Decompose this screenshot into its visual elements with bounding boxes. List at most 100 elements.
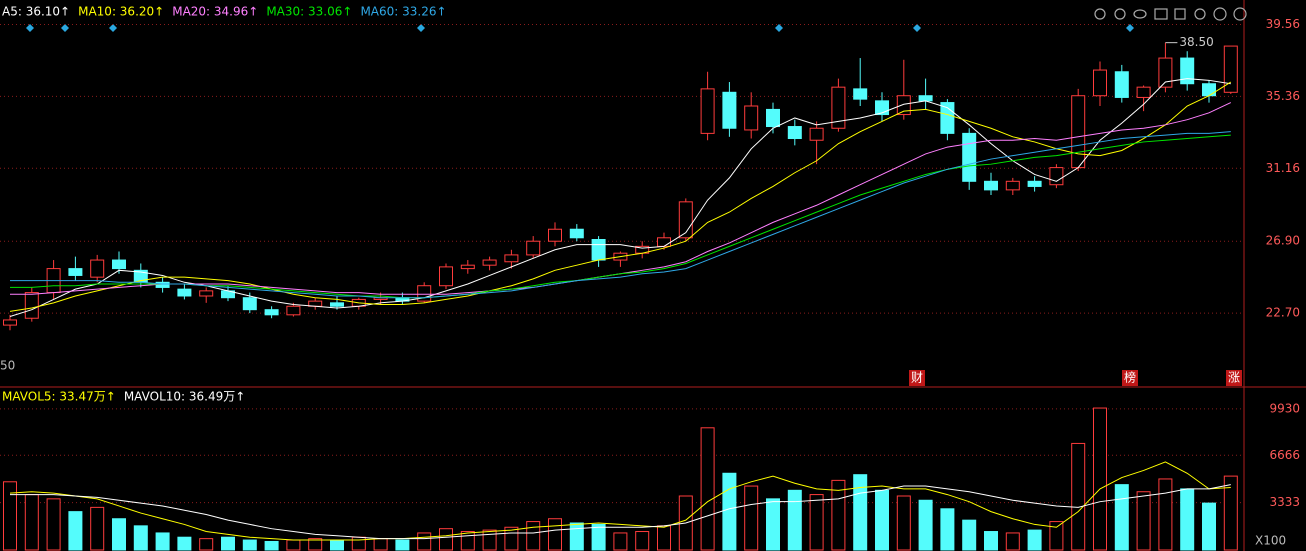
volume-bar <box>286 539 301 551</box>
volume-bar <box>373 538 388 551</box>
volume-bar <box>962 519 977 551</box>
candle-body <box>918 95 933 102</box>
toolbar <box>1094 7 1247 21</box>
candle-body <box>330 302 344 307</box>
candle-body <box>177 288 192 297</box>
volume-bar <box>591 523 606 551</box>
volume-bar <box>177 536 192 551</box>
volume-bar <box>3 481 17 551</box>
volume-bar <box>984 531 998 551</box>
y-tick-label: 6666 <box>1269 448 1300 462</box>
diamond <box>26 24 34 32</box>
candle-body <box>199 290 214 297</box>
volume-bar <box>351 536 366 551</box>
volume-bar <box>548 518 562 551</box>
volume-bar <box>657 525 671 551</box>
zoom-in-icon[interactable] <box>1213 7 1227 21</box>
volume-bar <box>264 540 279 551</box>
candle-body <box>678 201 693 239</box>
box-icon[interactable] <box>1154 8 1168 20</box>
vol-ma-line <box>9 461 1231 541</box>
candle-body <box>1136 86 1151 98</box>
candle-body <box>722 91 737 129</box>
candle-body <box>1202 83 1216 97</box>
candle-body <box>569 228 584 239</box>
candle-body <box>242 297 257 311</box>
volume-bar <box>155 532 170 551</box>
diamond <box>417 24 425 32</box>
volume-bar <box>482 529 497 551</box>
zoom-out-icon[interactable] <box>1233 7 1247 21</box>
candle-body <box>809 127 824 141</box>
candle-body <box>3 319 17 326</box>
candle-body <box>482 259 497 266</box>
legend-entry: MA30: 33.06↑ <box>266 5 352 19</box>
volume-bar <box>90 506 105 551</box>
volume-bar <box>1027 529 1042 551</box>
ma-line <box>9 78 1231 318</box>
volume-bar <box>635 531 650 551</box>
volume-bar <box>395 539 410 551</box>
candle-body <box>439 266 453 287</box>
cut-label: 50 <box>0 359 15 373</box>
ma-line <box>10 134 1231 299</box>
volume-bar <box>896 495 911 551</box>
diamond <box>1126 24 1134 32</box>
event-diamonds <box>26 24 1134 32</box>
volume-bar <box>68 511 83 551</box>
candle-body <box>853 88 868 100</box>
candle-body <box>766 108 780 128</box>
volume-bar <box>221 536 235 551</box>
legend-entry: MAVOL10: 36.49万↑ <box>124 390 245 404</box>
volume-bar <box>417 532 432 551</box>
diamond <box>775 24 783 32</box>
volume-bar <box>1223 475 1238 551</box>
y-tick-label: 31.16 <box>1266 161 1300 175</box>
candle-body <box>504 254 519 263</box>
candle-body <box>1158 57 1173 88</box>
volume-bar <box>308 538 323 551</box>
marker-box <box>1122 370 1138 386</box>
volume-bar <box>133 525 148 551</box>
y-tick-label: 26.90 <box>1266 234 1300 248</box>
y-tick-label: 3333 <box>1269 495 1300 509</box>
y-tick-label: 22.70 <box>1266 306 1300 320</box>
view-icon[interactable] <box>1133 9 1147 19</box>
volume-bar <box>1180 488 1195 551</box>
tool-icon[interactable] <box>1114 8 1126 20</box>
volume-bar <box>46 498 61 551</box>
volume-bar <box>1114 484 1129 551</box>
legend-entry: MA20: 34.96↑ <box>172 5 258 19</box>
candle-body <box>90 259 105 278</box>
volume-bar <box>1093 407 1107 551</box>
volume-bar <box>112 518 126 551</box>
volume-bar <box>787 489 802 551</box>
volume-bar <box>1049 521 1064 551</box>
volume-bar <box>1202 502 1216 551</box>
volume-bar <box>242 539 257 551</box>
candle-body <box>1223 45 1238 93</box>
candle-body <box>68 268 83 276</box>
marker-label: 榜 <box>1124 370 1136 385</box>
diamond <box>913 24 921 32</box>
settings-icon[interactable] <box>1094 8 1106 20</box>
volume-bar <box>853 474 868 551</box>
volume-bar <box>613 532 628 551</box>
y-tick-label: 35.36 <box>1266 89 1300 103</box>
hand-icon[interactable] <box>1174 8 1186 20</box>
marker-box <box>1226 370 1242 386</box>
candle-body <box>1027 180 1042 187</box>
volume-bar <box>700 427 715 551</box>
candle-body <box>984 180 998 191</box>
volume-bar <box>1136 491 1151 551</box>
candle-body <box>24 292 39 319</box>
pan-icon[interactable] <box>1194 8 1206 20</box>
candle-body <box>787 126 802 140</box>
volume-bar <box>722 472 737 551</box>
candle-body <box>526 240 541 256</box>
candle-body <box>1114 71 1129 98</box>
diamond <box>61 24 69 32</box>
marker-label: 涨 <box>1228 370 1240 385</box>
candle-body <box>286 305 301 316</box>
